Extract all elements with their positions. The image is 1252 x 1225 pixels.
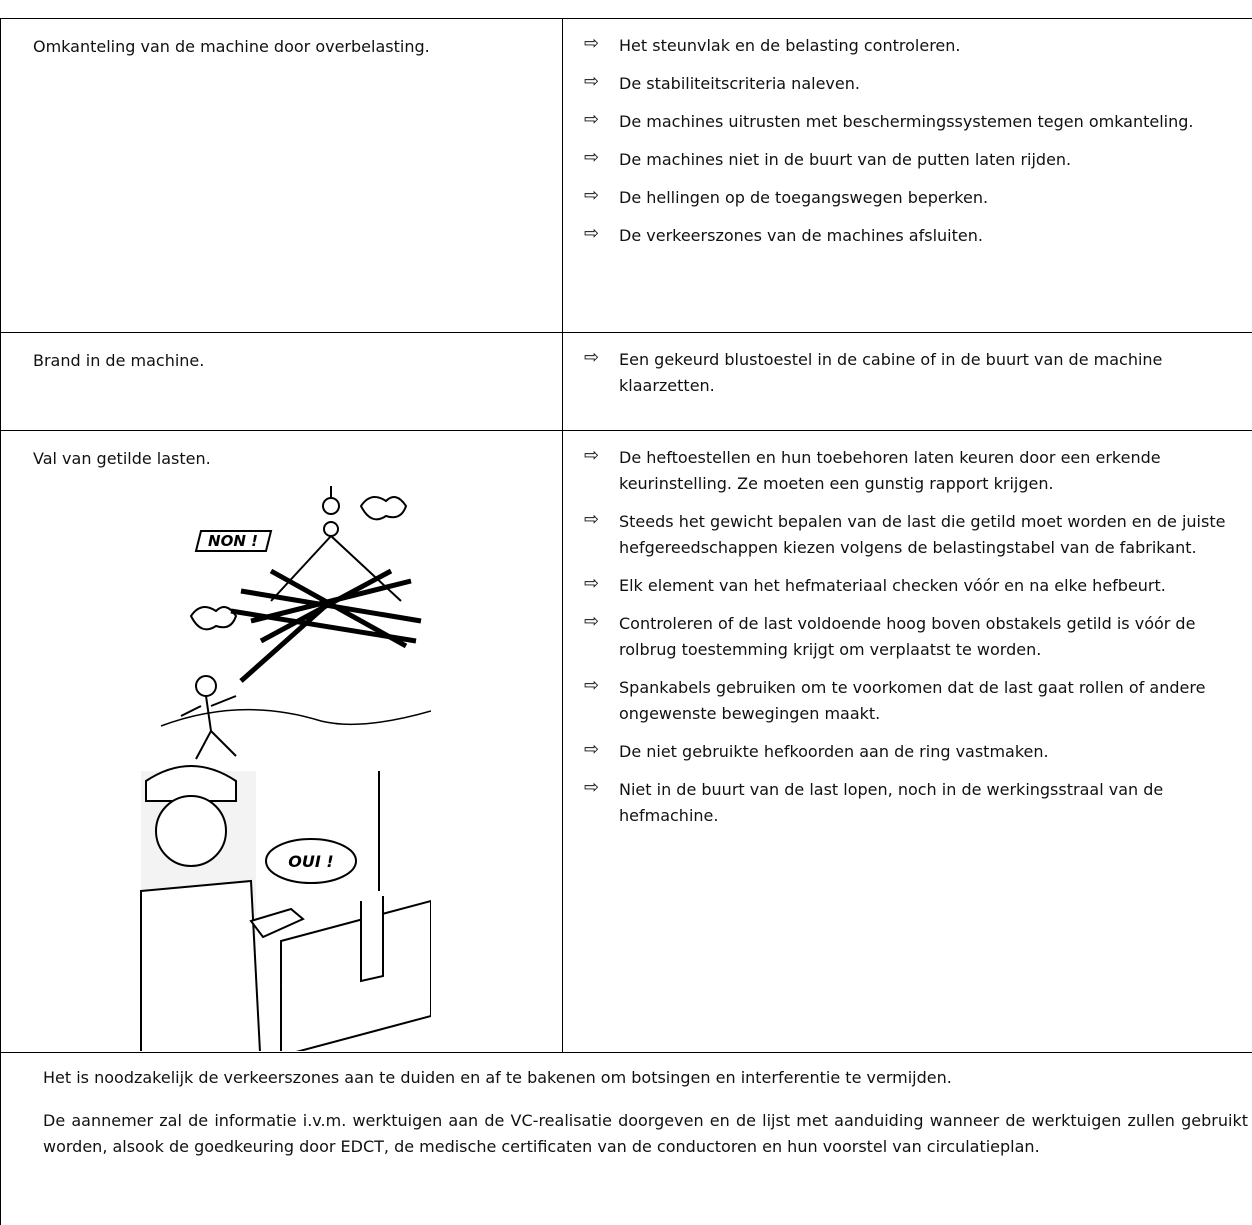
measure-text: Niet in de buurt van de last lopen, noch… [619,780,1164,825]
measures: ⇨ Een gekeurd blustoestel in de cabine of… [584,347,1249,411]
no-label: NON ! [208,532,258,550]
measure-text: Steeds het gewicht bepalen van de last d… [619,512,1226,557]
measure-text: De hellingen op de toegangswegen beperke… [619,188,989,207]
measure-item: ⇨ Niet in de buurt van de last lopen, noc… [584,777,1249,829]
measures: ⇨ Het steunvlak en de belasting controler… [584,33,1249,261]
measure-item: ⇨ De stabiliteitscriteria naleven. [584,71,1249,97]
measure-text: Een gekeurd blustoestel in de cabine of … [619,350,1163,395]
arrow-icon: ⇨ [584,573,600,594]
measure-item: ⇨ Steeds het gewicht bepalen van de last … [584,509,1249,561]
arrow-icon: ⇨ [584,109,600,130]
arrow-icon: ⇨ [584,71,600,92]
arrow-icon: ⇨ [584,347,600,368]
arrow-icon: ⇨ [584,509,600,530]
measure-text: De machines niet in de buurt van de putt… [619,150,1072,169]
footer: Het is noodzakelijk de verkeerszones aan… [0,1052,1252,1225]
measure-item: ⇨ De hellingen op de toegangswegen beperk… [584,185,1249,211]
measure-item: ⇨ Een gekeurd blustoestel in de cabine of… [584,347,1249,399]
measure-item: ⇨ Elk element van het hefmateriaal checke… [584,573,1249,599]
arrow-icon: ⇨ [584,33,600,54]
arrow-icon: ⇨ [584,675,600,696]
footer-paragraph: De aannemer zal de informatie i.v.m. wer… [43,1111,1248,1156]
arrow-icon: ⇨ [584,777,600,798]
measure-text: De machines uitrusten met beschermingssy… [619,112,1194,131]
hazard: Brand in de machine. [33,351,205,370]
footer-paragraph: Het is noodzakelijk de verkeerszones aan… [43,1068,952,1087]
column-divider [562,19,563,332]
arrow-icon: ⇨ [584,611,600,632]
arrow-icon: ⇨ [584,739,600,760]
measure-text: Elk element van het hefmateriaal checken… [619,576,1166,595]
measure-text: De heftoestellen en hun toebehoren laten… [619,448,1161,493]
measure-item: ⇨ Spankabels gebruiken om te voorkomen da… [584,675,1249,727]
table-row: Omkanteling van de machine door overbela… [0,18,1252,332]
column-divider [562,333,563,430]
table-row: Brand in de machine. ⇨ Een gekeurd blusto… [0,332,1252,430]
column-divider [562,431,563,1052]
arrow-icon: ⇨ [584,445,600,466]
arrow-icon: ⇨ [584,223,600,244]
arrow-icon: ⇨ [584,147,600,168]
hazard: Val van getilde lasten. [33,449,211,468]
illustration: NON ! OUI ! [140,486,431,1051]
measures: ⇨ De heftoestellen en hun toebehoren late… [584,445,1249,841]
measure-item: ⇨ De heftoestellen en hun toebehoren late… [584,445,1249,497]
measure-item: ⇨ De machines niet in de buurt van de put… [584,147,1249,173]
measure-text: De stabiliteitscriteria naleven. [619,74,860,93]
hazard: Omkanteling van de machine door overbela… [33,37,430,56]
measure-text: De niet gebruikte hefkoorden aan de ring… [619,742,1049,761]
yes-label: OUI ! [288,852,333,871]
arrow-icon: ⇨ [584,185,600,206]
measure-text: Controleren of de last voldoende hoog bo… [619,614,1196,659]
measure-item: ⇨ Het steunvlak en de belasting controler… [584,33,1249,59]
measure-text: Spankabels gebruiken om te voorkomen dat… [619,678,1206,723]
measure-item: ⇨ De niet gebruikte hefkoorden aan de rin… [584,739,1249,765]
measure-text: Het steunvlak en de belasting controlere… [619,36,961,55]
measure-item: ⇨ De machines uitrusten met beschermingss… [584,109,1249,135]
measure-item: ⇨ Controleren of de last voldoende hoog b… [584,611,1249,663]
measure-item: ⇨ De verkeerszones van de machines afslui… [584,223,1249,249]
measure-text: De verkeerszones van de machines afsluit… [619,226,983,245]
table-row: Val van getilde lasten. [0,430,1252,1052]
